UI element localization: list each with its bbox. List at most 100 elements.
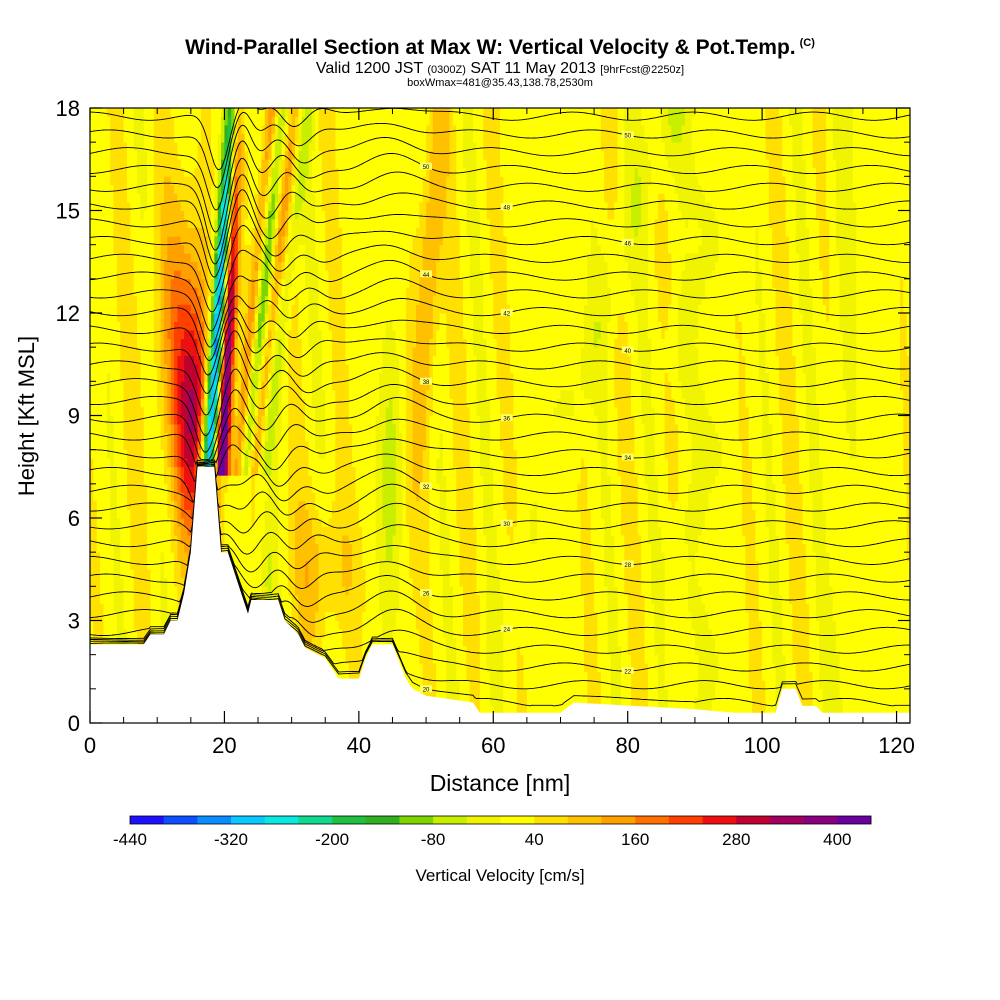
velocity-cell xyxy=(116,125,121,135)
velocity-cell xyxy=(278,321,282,331)
velocity-cell xyxy=(184,415,188,425)
velocity-cell xyxy=(157,586,161,596)
velocity-cell xyxy=(274,219,279,228)
velocity-cell xyxy=(160,526,165,536)
velocity-cell xyxy=(197,210,202,220)
velocity-cell xyxy=(227,441,232,451)
velocity-cell xyxy=(308,535,313,545)
velocity-cell xyxy=(150,372,155,382)
velocity-cell xyxy=(207,210,212,220)
velocity-cell xyxy=(241,176,245,186)
velocity-cell xyxy=(274,321,279,331)
velocity-cell xyxy=(190,253,195,263)
velocity-cell xyxy=(305,338,309,348)
velocity-cell xyxy=(244,364,249,374)
velocity-cell xyxy=(217,287,222,297)
velocity-cell xyxy=(247,415,252,425)
velocity-cell xyxy=(224,184,229,194)
velocity-cell xyxy=(180,415,185,425)
velocity-cell xyxy=(153,176,158,186)
velocity-cell xyxy=(311,253,316,263)
velocity-cell xyxy=(274,398,279,408)
velocity-cell xyxy=(167,295,172,305)
velocity-cell xyxy=(231,543,235,553)
velocity-cell xyxy=(301,355,306,365)
velocity-cell xyxy=(207,347,212,357)
velocity-cell xyxy=(278,330,282,340)
velocity-cell xyxy=(231,432,235,442)
velocity-cell xyxy=(180,406,185,416)
velocity-cell xyxy=(100,381,104,391)
velocity-cell xyxy=(241,244,245,254)
velocity-cell xyxy=(184,406,188,416)
velocity-cell xyxy=(264,389,269,399)
velocity-cell xyxy=(96,116,101,126)
velocity-cell xyxy=(100,560,104,570)
velocity-cell xyxy=(157,236,161,246)
velocity-cell xyxy=(264,167,269,177)
velocity-cell xyxy=(207,116,212,126)
velocity-cell xyxy=(120,518,125,527)
velocity-cell xyxy=(254,552,259,562)
velocity-cell xyxy=(268,449,272,459)
velocity-cell xyxy=(177,577,182,587)
velocity-cell xyxy=(271,313,276,322)
velocity-cell xyxy=(153,330,158,340)
velocity-cell xyxy=(113,492,118,502)
velocity-cell xyxy=(157,142,161,152)
velocity-cell xyxy=(93,441,98,451)
velocity-cell xyxy=(93,244,98,254)
velocity-cell xyxy=(147,577,151,587)
velocity-cell xyxy=(200,295,205,305)
velocity-cell xyxy=(278,227,282,237)
velocity-cell xyxy=(264,150,269,160)
velocity-cell xyxy=(163,569,168,579)
velocity-cell xyxy=(251,381,256,391)
velocity-cell xyxy=(143,552,148,562)
velocity-cell xyxy=(137,304,141,314)
velocity-cell xyxy=(93,210,98,220)
velocity-cell xyxy=(140,509,145,519)
velocity-cell xyxy=(298,244,303,254)
velocity-cell xyxy=(170,475,175,485)
velocity-cell xyxy=(123,295,128,305)
velocity-cell xyxy=(217,193,222,203)
velocity-cell xyxy=(264,415,269,425)
velocity-cell xyxy=(163,116,168,126)
velocity-cell xyxy=(197,355,202,365)
velocity-cell xyxy=(234,270,239,280)
velocity-cell xyxy=(308,603,313,613)
velocity-cell xyxy=(167,535,172,545)
velocity-cell xyxy=(271,458,276,468)
velocity-cell xyxy=(130,560,135,570)
velocity-cell xyxy=(160,125,165,135)
velocity-cell xyxy=(120,304,125,314)
velocity-cell xyxy=(120,219,125,228)
velocity-cell xyxy=(268,475,272,485)
velocity-cell xyxy=(221,125,225,135)
velocity-cell xyxy=(93,150,98,160)
velocity-cell xyxy=(130,355,135,365)
velocity-cell xyxy=(261,500,266,510)
velocity-cell xyxy=(90,432,94,442)
velocity-cell xyxy=(90,543,94,553)
velocity-cell xyxy=(288,330,293,340)
velocity-cell xyxy=(288,441,293,451)
velocity-cell xyxy=(153,338,158,348)
velocity-cell xyxy=(116,167,121,177)
velocity-cell xyxy=(170,372,175,382)
velocity-cell xyxy=(130,629,135,638)
velocity-cell xyxy=(295,500,299,510)
velocity-cell xyxy=(254,270,259,280)
velocity-cell xyxy=(180,389,185,399)
velocity-cell xyxy=(251,424,256,433)
velocity-cell xyxy=(143,509,148,519)
velocity-cell xyxy=(274,535,279,545)
velocity-cell xyxy=(284,526,289,536)
velocity-cell xyxy=(123,577,128,587)
velocity-cell xyxy=(241,449,245,459)
velocity-cell xyxy=(274,201,279,211)
velocity-cell xyxy=(90,441,94,451)
velocity-cell xyxy=(241,492,245,502)
velocity-cell xyxy=(153,159,158,169)
